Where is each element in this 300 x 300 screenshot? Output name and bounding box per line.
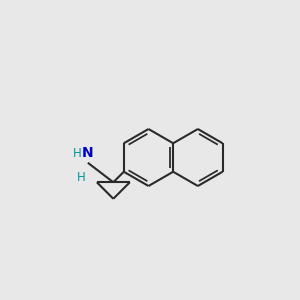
Text: H: H <box>77 171 85 184</box>
Text: N: N <box>82 146 94 160</box>
Text: H: H <box>73 147 82 160</box>
